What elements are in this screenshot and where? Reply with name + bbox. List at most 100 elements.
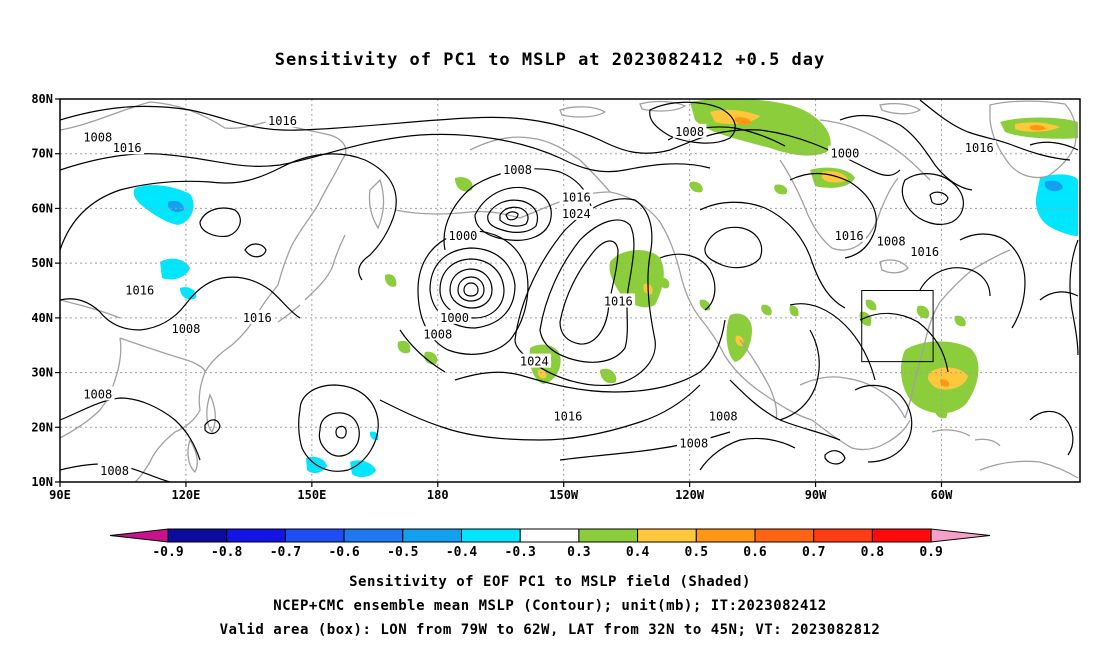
shade-patch <box>789 305 799 317</box>
shade-patch <box>689 181 703 193</box>
lat-tick-label: 10N <box>31 475 53 489</box>
colorbar-swatch <box>284 528 345 543</box>
colorbar-label: -0.5 <box>387 545 418 560</box>
lon-tick-label: 120W <box>675 488 705 502</box>
contour-label-bg <box>80 129 115 144</box>
colorbar-swatch <box>226 528 286 543</box>
contour-label-bg <box>907 244 942 259</box>
contour-label: 1024 <box>562 207 591 221</box>
contour-label: 1016 <box>604 294 633 308</box>
colorbar-label: -0.3 <box>505 545 536 560</box>
contour-label-bg <box>446 227 480 242</box>
contour-label-bg <box>559 205 594 220</box>
lon-tick-label: 90E <box>49 488 71 502</box>
contour-label-bg <box>80 386 115 401</box>
contour-label: 1000 <box>440 311 469 325</box>
lat-tick-label: 80N <box>31 92 53 106</box>
lat-tick-label: 20N <box>31 420 53 434</box>
contour-label: 1008 <box>675 125 704 139</box>
shade-patch <box>699 299 711 311</box>
colorbar: -0.9 -0.8 -0.7 -0.6 -0.5 -0.4 -0.3 0.3 0.4 0.5 0.6… <box>109 528 991 560</box>
contour-label-bg <box>110 140 144 155</box>
lat-tick-label: 60N <box>31 201 53 215</box>
contour-label-bg <box>265 112 300 127</box>
contour-label: 1008 <box>100 464 129 478</box>
contour-label: 1016 <box>113 141 142 155</box>
shade-patch <box>455 177 473 192</box>
shade-patch <box>384 274 397 287</box>
caption-line-3: Valid area (box): LON from 79W to 62W, L… <box>219 622 881 638</box>
contour-label-bg <box>240 309 275 324</box>
shade-patch <box>160 258 190 280</box>
contour-label-bg <box>706 408 741 423</box>
shade-patch <box>934 404 948 419</box>
colorbar-label: 0.4 <box>626 545 650 560</box>
contour-label-bg <box>122 282 157 297</box>
colorbar-swatch <box>813 528 873 543</box>
contour-label: 1000 <box>830 147 859 161</box>
shade-patch <box>1030 125 1046 131</box>
colorbar-label: 0.6 <box>743 545 767 560</box>
map-frame <box>59 98 1081 483</box>
contour-label-bg <box>169 320 203 335</box>
contour-label: 1008 <box>503 163 532 177</box>
colorbar-swatch <box>343 528 404 543</box>
contour-label: 1008 <box>83 387 112 401</box>
contour-label: 1016 <box>910 245 939 259</box>
colorbar-swatch <box>461 528 521 543</box>
shade-patch <box>133 185 194 225</box>
contour-label-bg <box>832 227 866 242</box>
shade-patch <box>865 299 877 311</box>
contour-label: 1008 <box>679 437 708 451</box>
colorbar-swatch <box>754 528 815 543</box>
colorbar-swatch <box>519 528 580 543</box>
colorbar-label: -0.4 <box>446 545 477 560</box>
contour-label-bg <box>437 309 472 324</box>
contour-label: 1016 <box>562 190 591 204</box>
shade-patch <box>774 184 788 195</box>
contour-label: 1008 <box>423 327 452 341</box>
shade-patch <box>761 304 772 316</box>
shade-patch <box>928 367 968 390</box>
colorbar-label: 0.7 <box>802 545 825 560</box>
lon-tick-label: 150W <box>549 488 579 502</box>
shade-patch <box>180 287 197 300</box>
page-title: Sensitivity of PC1 to MSLP at 2023082412… <box>274 50 826 70</box>
colorbar-label: -0.7 <box>270 545 301 560</box>
contour-label: 1016 <box>268 114 297 128</box>
contour-label: 1024 <box>520 355 549 369</box>
lat-tick-label: 50N <box>31 256 53 270</box>
caption-line-1: Sensitivity of EOF PC1 to MSLP field (Sh… <box>349 574 751 590</box>
colorbar-label: 0.9 <box>919 545 942 560</box>
contour-label: 1016 <box>835 229 864 243</box>
colorbar-left-arrow <box>109 528 169 543</box>
colorbar-label: 0.8 <box>861 545 885 560</box>
shade-patch <box>859 311 872 326</box>
colorbar-label: 0.3 <box>567 545 590 560</box>
mslp-contours <box>60 99 1079 482</box>
shade-patch <box>954 315 966 327</box>
lat-tick-label: 70N <box>31 147 53 161</box>
contour-label-bg <box>551 408 585 423</box>
contour-label: 1016 <box>553 409 582 423</box>
shade-patch <box>350 460 376 478</box>
contour-label-bg <box>677 435 711 450</box>
contour-label: 1008 <box>171 322 200 336</box>
valid-area-box <box>861 290 934 363</box>
colorbar-swatch <box>695 528 756 543</box>
contour-label-bg <box>559 189 594 204</box>
contour-label: 1016 <box>243 311 272 325</box>
contour-label: 1016 <box>125 284 154 298</box>
colorbar-swatch <box>871 528 932 543</box>
shade-patch <box>537 369 547 379</box>
lon-axis: 90E 120E 150E 180 150W 120W 90W 60W <box>49 482 953 502</box>
shade-patch <box>397 340 411 354</box>
contour-label-bg <box>828 145 862 160</box>
shade-patch <box>940 379 950 387</box>
lon-tick-label: 180 <box>427 488 449 502</box>
contour-label-bg <box>500 162 535 177</box>
contour-label: 1008 <box>83 130 112 144</box>
lat-tick-label: 30N <box>31 366 53 380</box>
